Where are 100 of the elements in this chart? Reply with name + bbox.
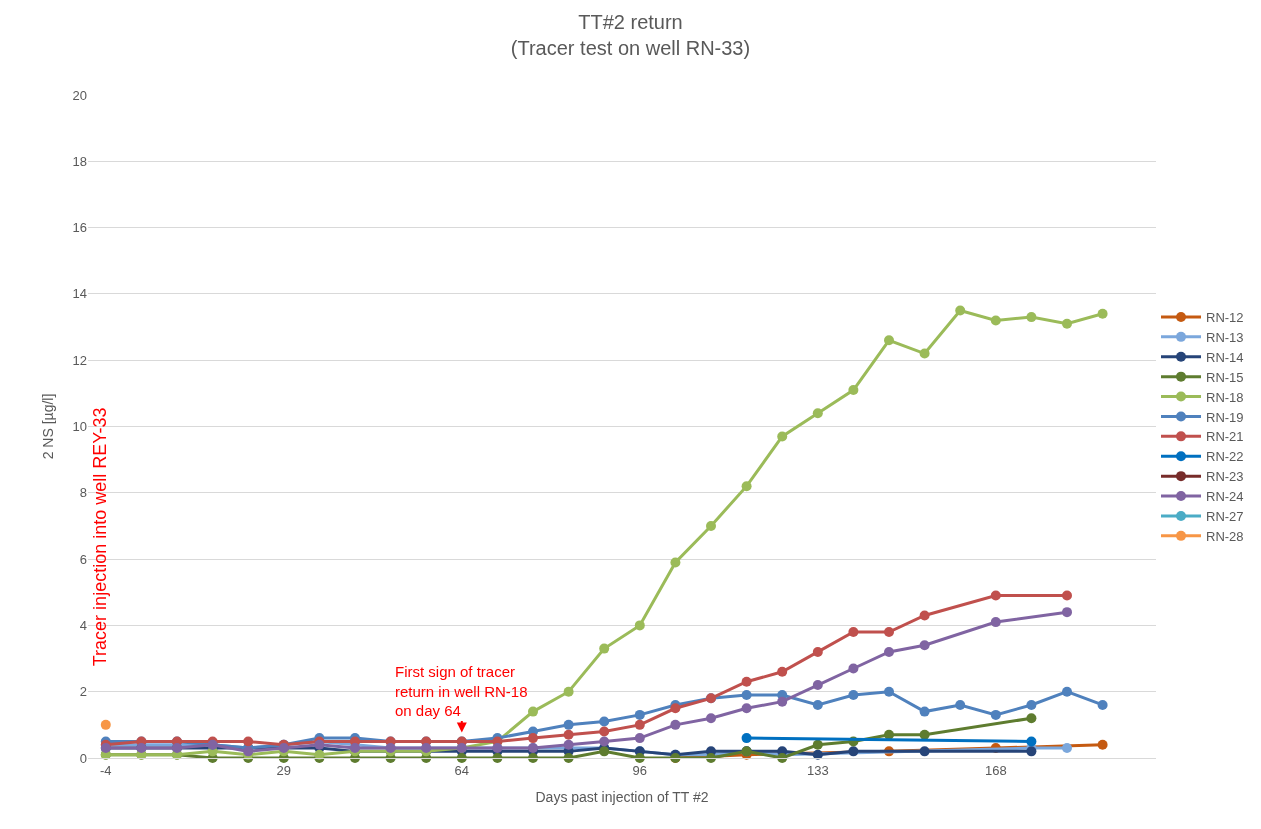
- annotation: First sign of tracer return in well RN-18 on day 64: [395, 663, 528, 719]
- point: [1026, 312, 1037, 323]
- point: [884, 686, 894, 697]
- point: [1097, 308, 1108, 319]
- x-tick-label: 29: [276, 762, 292, 778]
- point: [741, 481, 752, 492]
- x-tick-label: 168: [984, 762, 1007, 778]
- point: [1026, 713, 1037, 724]
- point: [919, 640, 930, 651]
- point: [563, 739, 574, 750]
- point: [1062, 590, 1072, 601]
- point: [243, 736, 254, 747]
- y-tick-label: 12: [72, 352, 87, 368]
- point: [955, 699, 966, 710]
- point: [884, 335, 894, 346]
- y-tick-label: 0: [79, 750, 87, 766]
- legend-label: RN-14: [1206, 349, 1244, 365]
- y-tick-label: 10: [72, 419, 87, 435]
- y-tick-label: 6: [79, 551, 87, 567]
- point: [812, 749, 823, 760]
- legend-label: RN-13: [1206, 329, 1244, 345]
- point: [919, 610, 930, 621]
- point: [706, 753, 716, 763]
- x-tick-label: 133: [806, 762, 829, 778]
- point: [599, 643, 610, 654]
- point: [812, 699, 823, 710]
- point: [563, 719, 574, 730]
- x-tick-label: 64: [454, 762, 470, 778]
- point: [563, 686, 574, 697]
- point: [528, 753, 538, 763]
- point: [599, 716, 610, 727]
- point: [1062, 686, 1072, 697]
- point: [100, 719, 111, 730]
- point: [812, 739, 823, 750]
- legend-label: RN-21: [1206, 429, 1244, 445]
- point: [848, 385, 859, 396]
- point: [670, 719, 681, 730]
- y-axis-title: 2 NS [µg/l]: [40, 393, 57, 460]
- point: [634, 620, 645, 631]
- point: [563, 729, 574, 740]
- point: [670, 703, 681, 714]
- point: [528, 706, 538, 717]
- point: [1062, 318, 1072, 329]
- point: [741, 690, 752, 701]
- point: [884, 627, 894, 638]
- point: [919, 348, 930, 359]
- point: [634, 709, 645, 720]
- legend-label: RN-12: [1206, 310, 1244, 326]
- point: [884, 646, 894, 657]
- legend-label: RN-18: [1206, 389, 1244, 405]
- point: [777, 431, 788, 442]
- point: [848, 690, 859, 701]
- point: [1097, 739, 1108, 750]
- point: [528, 733, 538, 744]
- x-tick-label: 96: [632, 762, 648, 778]
- point: [919, 746, 930, 757]
- point: [1097, 699, 1108, 710]
- x-tick-label: -4: [100, 762, 112, 778]
- point: [919, 729, 930, 740]
- point: [1062, 743, 1072, 754]
- legend-label: RN-28: [1206, 528, 1244, 544]
- point: [812, 408, 823, 419]
- point: [955, 305, 966, 316]
- point: [741, 733, 752, 744]
- y-tick-label: 18: [72, 153, 87, 169]
- legend-label: RN-19: [1206, 409, 1244, 425]
- x-axis-title: Days past injection of TT #2: [535, 788, 709, 805]
- annotation: Tracer injection into well REY-33: [89, 407, 110, 667]
- legend-label: RN-23: [1206, 469, 1244, 485]
- point: [599, 736, 610, 747]
- point: [812, 680, 823, 691]
- point: [634, 719, 645, 730]
- point: [812, 646, 823, 657]
- y-tick-label: 4: [79, 617, 87, 633]
- point: [848, 627, 859, 638]
- chart-title: TT#2 return (Tracer test on well RN-33): [510, 11, 751, 60]
- y-tick-label: 14: [72, 286, 87, 302]
- point: [599, 726, 610, 737]
- point: [777, 696, 788, 707]
- legend-label: RN-24: [1206, 489, 1244, 505]
- point: [990, 590, 1001, 601]
- point: [1026, 736, 1037, 747]
- point: [741, 703, 752, 714]
- legend-label: RN-27: [1206, 509, 1244, 525]
- y-tick-label: 20: [72, 87, 87, 103]
- point: [777, 666, 788, 677]
- point: [1026, 699, 1037, 710]
- point: [741, 676, 752, 687]
- point: [919, 706, 930, 717]
- point: [706, 713, 716, 724]
- point: [670, 557, 681, 568]
- y-tick-label: 8: [79, 485, 87, 501]
- legend-label: RN-15: [1206, 369, 1244, 385]
- point: [634, 733, 645, 744]
- point: [706, 520, 716, 531]
- point: [848, 663, 859, 674]
- point: [848, 746, 859, 757]
- y-tick-label: 16: [72, 220, 87, 236]
- point: [990, 709, 1001, 720]
- y-tick-label: 2: [79, 684, 87, 700]
